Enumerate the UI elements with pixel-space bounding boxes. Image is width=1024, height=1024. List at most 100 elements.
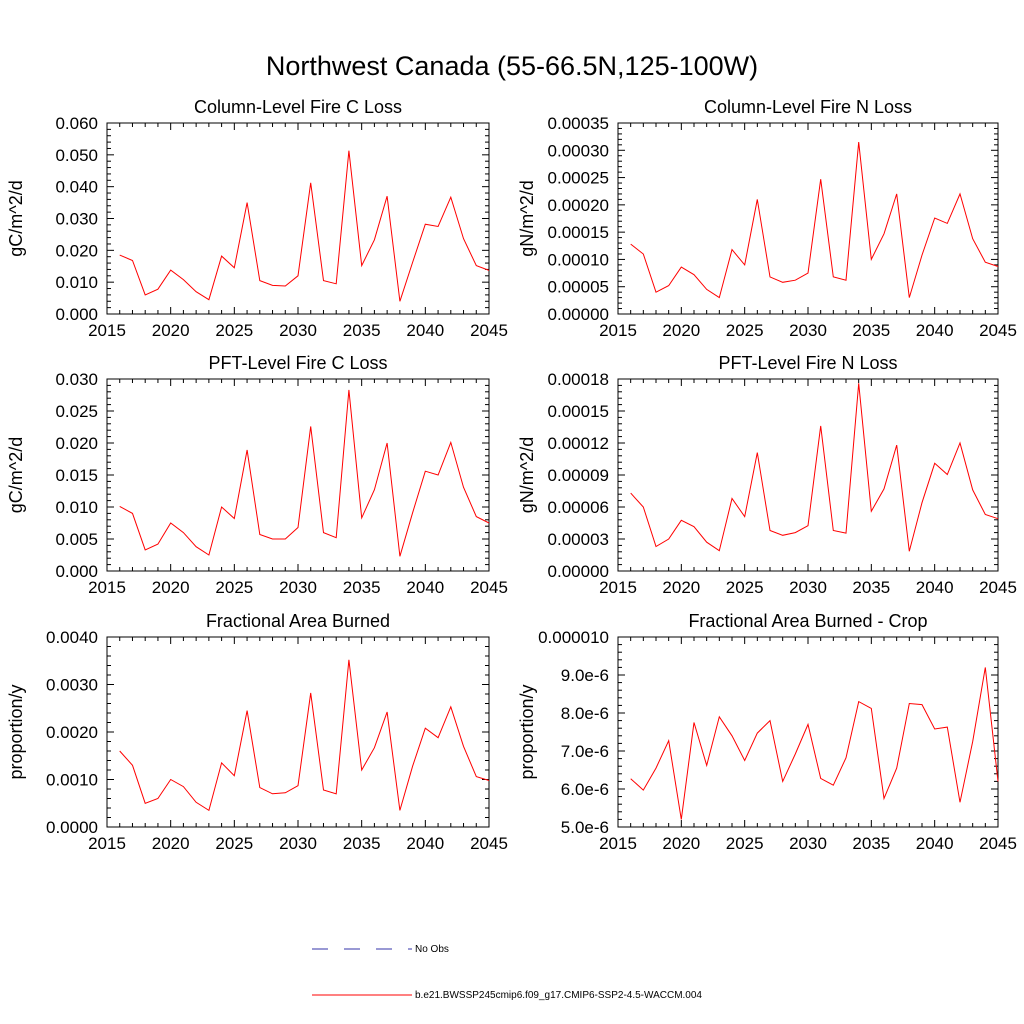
y-tick-label: 0.030	[55, 210, 98, 229]
x-tick-label: 2015	[88, 321, 126, 340]
x-tick-label: 2030	[279, 321, 317, 340]
x-tick-label: 2030	[789, 321, 827, 340]
x-tick-label: 2040	[916, 321, 954, 340]
x-tick-label: 2040	[916, 578, 954, 597]
y-tick-label: 0.0000	[46, 818, 98, 837]
legend-label-model: b.e21.BWSSP245cmip6.f09_g17.CMIP6-SSP2-4…	[415, 990, 702, 1001]
y-tick-label: 0.00005	[548, 278, 609, 297]
panel-title: Fractional Area Burned	[206, 611, 390, 631]
x-tick-label: 2020	[662, 578, 700, 597]
y-tick-label: 0.00009	[548, 466, 609, 485]
y-tick-label: 0.00020	[548, 196, 609, 215]
series-line	[630, 667, 999, 820]
series-line	[119, 659, 490, 812]
x-tick-label: 2020	[152, 578, 190, 597]
y-tick-label: 0.010	[55, 498, 98, 517]
series-line	[119, 389, 490, 557]
panel-title: PFT-Level Fire N Loss	[718, 353, 897, 373]
y-tick-label: 0.030	[55, 370, 98, 389]
x-tick-label: 2015	[88, 578, 126, 597]
y-tick-label: 0.050	[55, 146, 98, 165]
y-tick-label: 0.000010	[538, 628, 609, 647]
x-tick-label: 2040	[406, 321, 444, 340]
panel-title: PFT-Level Fire C Loss	[208, 353, 387, 373]
x-tick-label: 2020	[662, 834, 700, 853]
x-tick-label: 2040	[916, 834, 954, 853]
plot-frame	[617, 636, 999, 828]
x-tick-label: 2035	[343, 578, 381, 597]
series-line	[630, 383, 999, 552]
figure-title: Northwest Canada (55-66.5N,125-100W)	[266, 51, 758, 81]
y-tick-label: 5.0e-6	[561, 818, 609, 837]
chart-panel-6: 2015 2020 2025 2030 2035 2040 2045 5.0e-6 6.0e-6…	[517, 611, 1017, 853]
panel-title: Column-Level Fire C Loss	[194, 97, 402, 117]
x-tick-label: 2045	[979, 578, 1017, 597]
chart-panel-1: 2015 2020 2025 2030 2035 2040 2045 0.000 0.010 0.…	[6, 97, 508, 340]
y-tick-label: 9.0e-6	[561, 666, 609, 685]
x-tick-label: 2035	[852, 834, 890, 853]
y-tick-label: 0.0020	[46, 723, 98, 742]
x-tick-label: 2015	[599, 321, 637, 340]
x-tick-label: 2035	[343, 321, 381, 340]
panels: 2015 2020 2025 2030 2035 2040 2045 0.000 0.010 0.…	[6, 97, 1017, 853]
y-tick-label: 0.0010	[46, 771, 98, 790]
y-tick-label: 0.005	[55, 530, 98, 549]
x-tick-label: 2045	[979, 321, 1017, 340]
series-line	[119, 150, 490, 302]
x-tick-label: 2020	[152, 834, 190, 853]
y-tick-label: 8.0e-6	[561, 704, 609, 723]
y-tick-label: 0.00025	[548, 169, 609, 188]
x-tick-label: 2045	[979, 834, 1017, 853]
legend: No Obs b.e21.BWSSP245cmip6.f09_g17.CMIP6…	[312, 944, 702, 1001]
y-axis-label: gN/m^2/d	[517, 180, 537, 256]
y-tick-label: 0.020	[55, 241, 98, 260]
y-tick-label: 0.025	[55, 402, 98, 421]
x-tick-label: 2025	[215, 321, 253, 340]
y-tick-label: 0.0040	[46, 628, 98, 647]
chart-panel-3: 2015 2020 2025 2030 2035 2040 2045 0.000 0.005 0.…	[6, 353, 508, 597]
x-tick-label: 2015	[88, 834, 126, 853]
y-tick-label: 0.020	[55, 434, 98, 453]
x-tick-label: 2045	[470, 321, 508, 340]
y-tick-label: 0.015	[55, 466, 98, 485]
x-tick-label: 2025	[726, 321, 764, 340]
panel-title: Fractional Area Burned - Crop	[688, 611, 927, 631]
y-tick-label: 0.00015	[548, 402, 609, 421]
y-tick-label: 0.000	[55, 305, 98, 324]
plot-frame	[106, 122, 490, 315]
plot-frame	[617, 378, 999, 572]
y-tick-label: 0.00003	[548, 530, 609, 549]
y-tick-label: 0.040	[55, 178, 98, 197]
y-tick-label: 0.060	[55, 114, 98, 133]
x-tick-label: 2040	[406, 834, 444, 853]
y-tick-label: 0.00012	[548, 434, 609, 453]
x-tick-label: 2015	[599, 834, 637, 853]
y-axis-label: proportion/y	[517, 684, 537, 779]
y-axis-label: gC/m^2/d	[6, 180, 26, 256]
y-axis-label: proportion/y	[6, 684, 26, 779]
y-tick-label: 0.00018	[548, 370, 609, 389]
x-tick-label: 2020	[152, 321, 190, 340]
chart-panel-4: 2015 2020 2025 2030 2035 2040 2045 0.00000 0.000…	[517, 353, 1017, 597]
x-tick-label: 2015	[599, 578, 637, 597]
y-tick-label: 7.0e-6	[561, 742, 609, 761]
x-tick-label: 2035	[852, 321, 890, 340]
x-tick-label: 2040	[406, 578, 444, 597]
chart-panel-2: 2015 2020 2025 2030 2035 2040 2045 0.00000 0.000…	[517, 97, 1017, 340]
y-tick-label: 0.00006	[548, 498, 609, 517]
x-tick-label: 2020	[662, 321, 700, 340]
plot-frame	[106, 378, 490, 572]
x-tick-label: 2045	[470, 834, 508, 853]
y-tick-label: 0.00030	[548, 141, 609, 160]
y-tick-label: 0.00000	[548, 305, 609, 324]
y-tick-label: 0.0030	[46, 676, 98, 695]
x-tick-label: 2045	[470, 578, 508, 597]
x-tick-label: 2030	[789, 834, 827, 853]
panel-title: Column-Level Fire N Loss	[704, 97, 912, 117]
x-tick-label: 2035	[852, 578, 890, 597]
x-tick-label: 2025	[726, 834, 764, 853]
legend-label-no-obs: No Obs	[415, 944, 449, 955]
x-tick-label: 2035	[343, 834, 381, 853]
y-tick-label: 6.0e-6	[561, 780, 609, 799]
